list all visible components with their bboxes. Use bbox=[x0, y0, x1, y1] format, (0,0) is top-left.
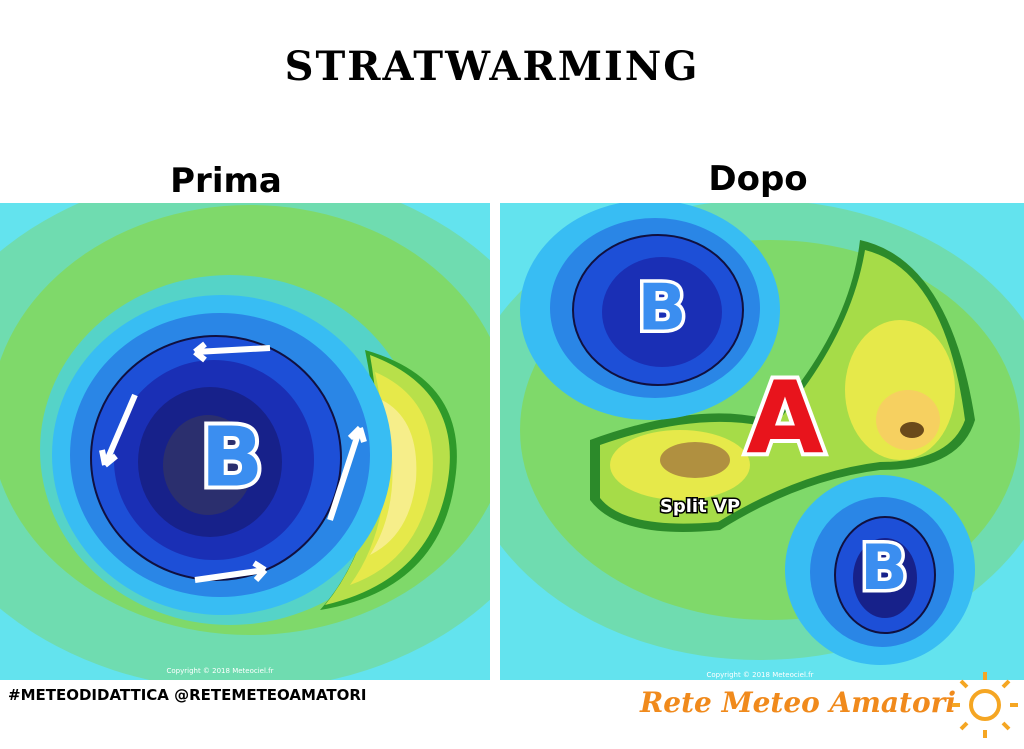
map-after: B A B Split VP Copyright © 2018 Meteocie… bbox=[500, 203, 1024, 680]
pressure-marker: B bbox=[201, 410, 264, 505]
copyright: Copyright © 2018 Meteociel.fr bbox=[707, 671, 814, 679]
contour bbox=[602, 257, 722, 367]
brand: Rete Meteo Amatori bbox=[639, 686, 956, 719]
annotation: Split VP bbox=[660, 496, 740, 517]
contour bbox=[350, 372, 433, 585]
hashtag: #METEODIDATTICA @RETEMETEOAMATORI bbox=[8, 686, 367, 704]
contour bbox=[660, 442, 730, 478]
contour bbox=[900, 422, 924, 438]
sun bbox=[969, 689, 1001, 721]
panel-label: Prima bbox=[170, 161, 282, 201]
sun-rays bbox=[952, 672, 1018, 738]
arrow bbox=[193, 341, 271, 363]
contour bbox=[853, 538, 917, 618]
contour bbox=[370, 400, 417, 555]
arrow bbox=[327, 425, 367, 521]
copyright: Copyright © 2018 Meteociel.fr bbox=[167, 667, 274, 675]
pressure-marker: A bbox=[746, 359, 823, 476]
map-before: B Copyright © 2018 Meteociel.fr bbox=[0, 203, 490, 680]
sun-logo bbox=[952, 672, 1018, 738]
title: STRATWARMING bbox=[285, 43, 700, 90]
pressure-marker: B bbox=[860, 531, 907, 604]
arrow bbox=[99, 393, 138, 468]
contour bbox=[876, 390, 940, 450]
arrow bbox=[194, 560, 268, 583]
contour bbox=[163, 415, 253, 515]
pressure-marker: B bbox=[638, 272, 687, 346]
panel-label: Dopo bbox=[708, 159, 807, 199]
